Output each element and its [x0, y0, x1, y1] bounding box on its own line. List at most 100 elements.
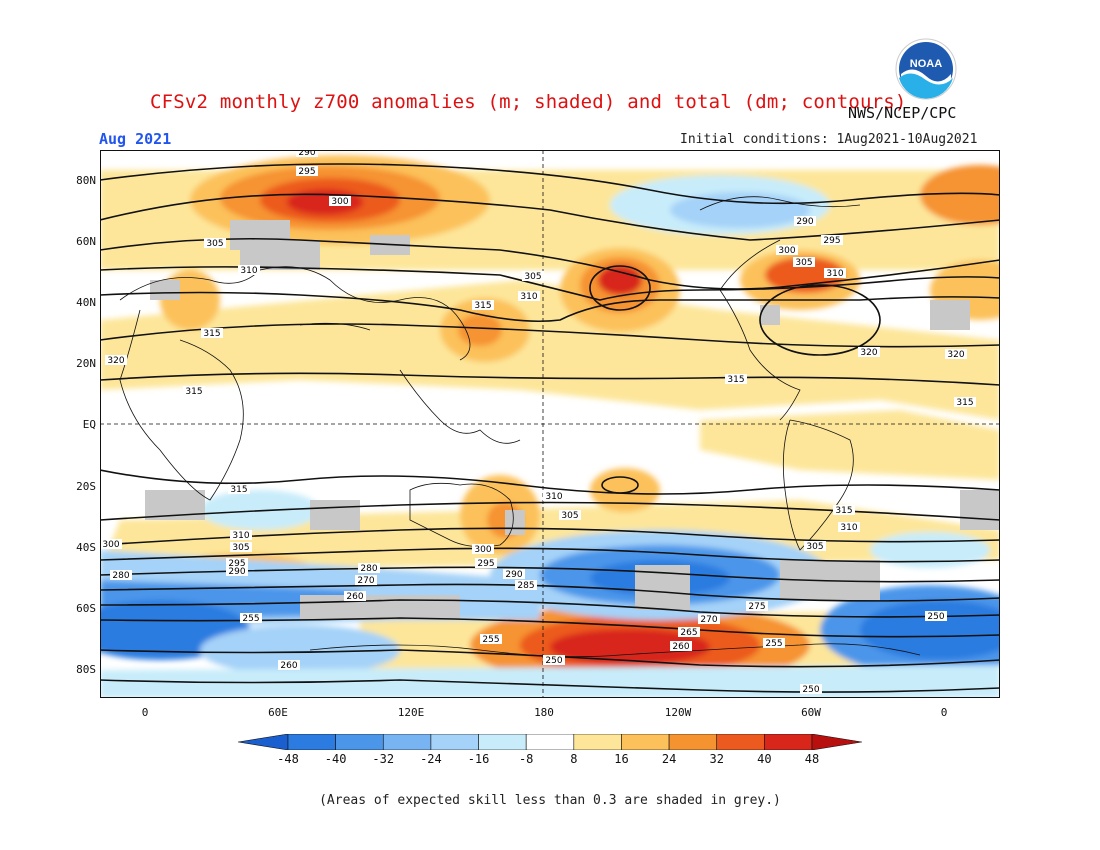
contour-labels: 290 295 300 305 310 315 320 305 310 315 … [100, 150, 976, 695]
svg-text:255: 255 [242, 614, 259, 624]
svg-text:290: 290 [228, 567, 245, 577]
contour-label: 290 [794, 216, 816, 227]
svg-text:260: 260 [672, 642, 689, 652]
contour-label: 310 [838, 522, 860, 533]
svg-text:250: 250 [545, 656, 562, 666]
colorbar-label: 8 [570, 752, 578, 766]
colorbar-label: 16 [614, 752, 629, 766]
svg-text:315: 315 [474, 301, 491, 311]
contour-label: 260 [670, 641, 692, 652]
contour-label: 295 [475, 558, 497, 569]
svg-text:305: 305 [806, 542, 823, 552]
svg-text:280: 280 [360, 564, 377, 574]
initial-conditions: Initial conditions: 1Aug2021-10Aug2021 [680, 132, 978, 147]
svg-text:290: 290 [298, 150, 315, 158]
contour-label: 310 [230, 530, 252, 541]
colorbar [238, 734, 862, 750]
colorbar-bin [430, 734, 479, 750]
contour-label: 320 [945, 349, 967, 360]
svg-text:310: 310 [840, 523, 857, 533]
colorbar-bin [287, 734, 336, 750]
contour-label: 310 [518, 291, 540, 302]
svg-text:260: 260 [280, 661, 297, 671]
contour-label: 270 [698, 614, 720, 625]
svg-text:320: 320 [860, 348, 877, 358]
svg-text:310: 310 [232, 531, 249, 541]
lat-label: 80S [76, 663, 96, 676]
svg-text:250: 250 [802, 685, 819, 695]
colorbar-bin [335, 734, 384, 750]
colorbar-bin [716, 734, 765, 750]
contour-label: 260 [344, 591, 366, 602]
colorbar-label: -48 [277, 752, 299, 766]
svg-text:295: 295 [298, 167, 315, 177]
svg-text:305: 305 [232, 543, 249, 553]
contour-label: 255 [480, 634, 502, 645]
svg-text:265: 265 [680, 628, 697, 638]
contour-label: 300 [329, 196, 351, 207]
svg-text:275: 275 [748, 602, 765, 612]
low-skill-shading [145, 220, 1000, 620]
contour-label: 295 [296, 166, 318, 177]
svg-text:310: 310 [826, 269, 843, 279]
contour-label: 295 [226, 558, 248, 569]
colorbar-label: -24 [420, 752, 442, 766]
svg-text:300: 300 [778, 246, 795, 256]
lat-label: 60N [76, 235, 96, 248]
anomaly-map: 290 295 300 305 310 315 320 305 310 315 … [100, 150, 1000, 698]
colorbar-label: 40 [757, 752, 772, 766]
contour-label: 260 [278, 660, 300, 671]
svg-text:305: 305 [524, 272, 541, 282]
contour-label: 285 [515, 580, 537, 591]
svg-text:300: 300 [474, 545, 491, 555]
contour-label: 315 [201, 328, 223, 339]
contour-label: 300 [100, 539, 122, 550]
colorbar-bin [238, 734, 289, 750]
colorbar-bin [764, 734, 813, 750]
svg-text:315: 315 [956, 398, 973, 408]
lat-label: 60S [76, 602, 96, 615]
svg-text:280: 280 [112, 571, 129, 581]
contour-label: 305 [559, 510, 581, 521]
noaa-logo-icon: NOAA [895, 38, 957, 100]
contour-label: 305 [793, 257, 815, 268]
contour-label: 305 [804, 541, 826, 552]
contour-label: 280 [358, 563, 380, 574]
coastlines [119, 196, 921, 658]
svg-text:305: 305 [206, 239, 223, 249]
svg-text:260: 260 [346, 592, 363, 602]
lat-label: EQ [82, 418, 96, 431]
contour-label: 315 [183, 386, 205, 397]
colorbar-bin [525, 734, 575, 750]
contour-label: 320 [105, 355, 127, 366]
colorbar-bin [478, 734, 527, 750]
svg-text:300: 300 [331, 197, 348, 207]
contour-label: 265 [678, 627, 700, 638]
svg-text:250: 250 [927, 612, 944, 622]
svg-text:290: 290 [796, 217, 813, 227]
contour-label: 315 [954, 397, 976, 408]
svg-text:305: 305 [561, 511, 578, 521]
colorbar-bin [668, 734, 718, 750]
svg-text:270: 270 [357, 576, 374, 586]
contour-label: 300 [776, 245, 798, 256]
logo-text: NOAA [910, 58, 942, 70]
contour-label: 255 [240, 613, 262, 624]
lon-label: 120E [397, 706, 425, 719]
colorbar-label: -16 [467, 752, 490, 766]
svg-text:305: 305 [795, 258, 812, 268]
svg-text:295: 295 [477, 559, 494, 569]
colorbar-bin [811, 734, 862, 750]
contour-label: 250 [925, 611, 947, 622]
forecast-month: Aug 2021 [99, 130, 172, 148]
svg-text:315: 315 [203, 329, 220, 339]
contour-label: 305 [230, 542, 252, 553]
colorbar-bin [621, 734, 670, 750]
lat-label: 40S [76, 541, 96, 554]
map-frame [100, 150, 1000, 698]
svg-text:295: 295 [823, 236, 840, 246]
contour-label: 290 [503, 569, 525, 580]
contour-label: 280 [110, 570, 132, 581]
svg-text:315: 315 [230, 485, 247, 495]
lon-label: 120W [664, 706, 692, 719]
